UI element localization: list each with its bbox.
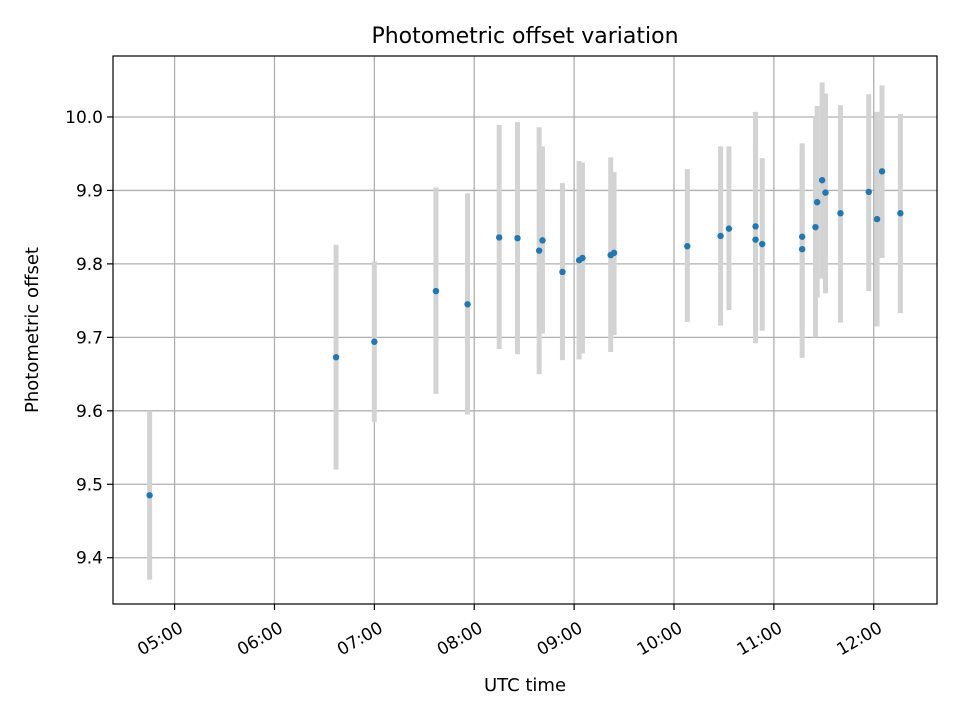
data-point [878, 168, 886, 175]
data-point [717, 232, 724, 240]
data-point [798, 245, 806, 253]
data-point [539, 237, 546, 244]
data-point [818, 176, 826, 184]
data-points [146, 168, 904, 499]
data-point [798, 233, 806, 240]
data-point [495, 234, 503, 241]
y-tick-label: 9.7 [76, 328, 103, 348]
data-point [812, 223, 819, 231]
grid-lines [113, 56, 937, 604]
data-point [432, 287, 440, 295]
data-point [559, 268, 566, 276]
y-tick-label: 9.9 [76, 181, 103, 201]
data-point [464, 301, 471, 308]
data-point [822, 189, 829, 196]
y-axis-label: Photometric offset [22, 247, 43, 413]
chart-title: Photometric offset variation [371, 24, 678, 49]
y-tick-label: 10.0 [65, 108, 103, 128]
data-point [684, 243, 691, 250]
y-tick-label: 9.5 [76, 475, 103, 495]
data-point [332, 353, 340, 361]
data-point [610, 249, 618, 257]
data-point [813, 198, 821, 206]
y-tick-label: 9.6 [76, 402, 103, 422]
data-point [752, 236, 759, 243]
y-tick-label: 9.4 [76, 549, 103, 569]
data-point [725, 225, 733, 232]
plot-frame [112, 55, 938, 605]
data-point [146, 492, 153, 499]
data-point [865, 188, 872, 196]
data-point [535, 247, 543, 254]
data-point [514, 234, 521, 242]
y-tick-label: 9.8 [76, 255, 103, 275]
data-point [752, 223, 759, 230]
data-point [579, 254, 586, 262]
data-point [873, 215, 881, 223]
data-point [837, 210, 844, 217]
x-axis-label: UTC time [484, 675, 566, 696]
data-point [371, 338, 378, 345]
data-point [897, 210, 904, 217]
data-point [759, 240, 766, 248]
